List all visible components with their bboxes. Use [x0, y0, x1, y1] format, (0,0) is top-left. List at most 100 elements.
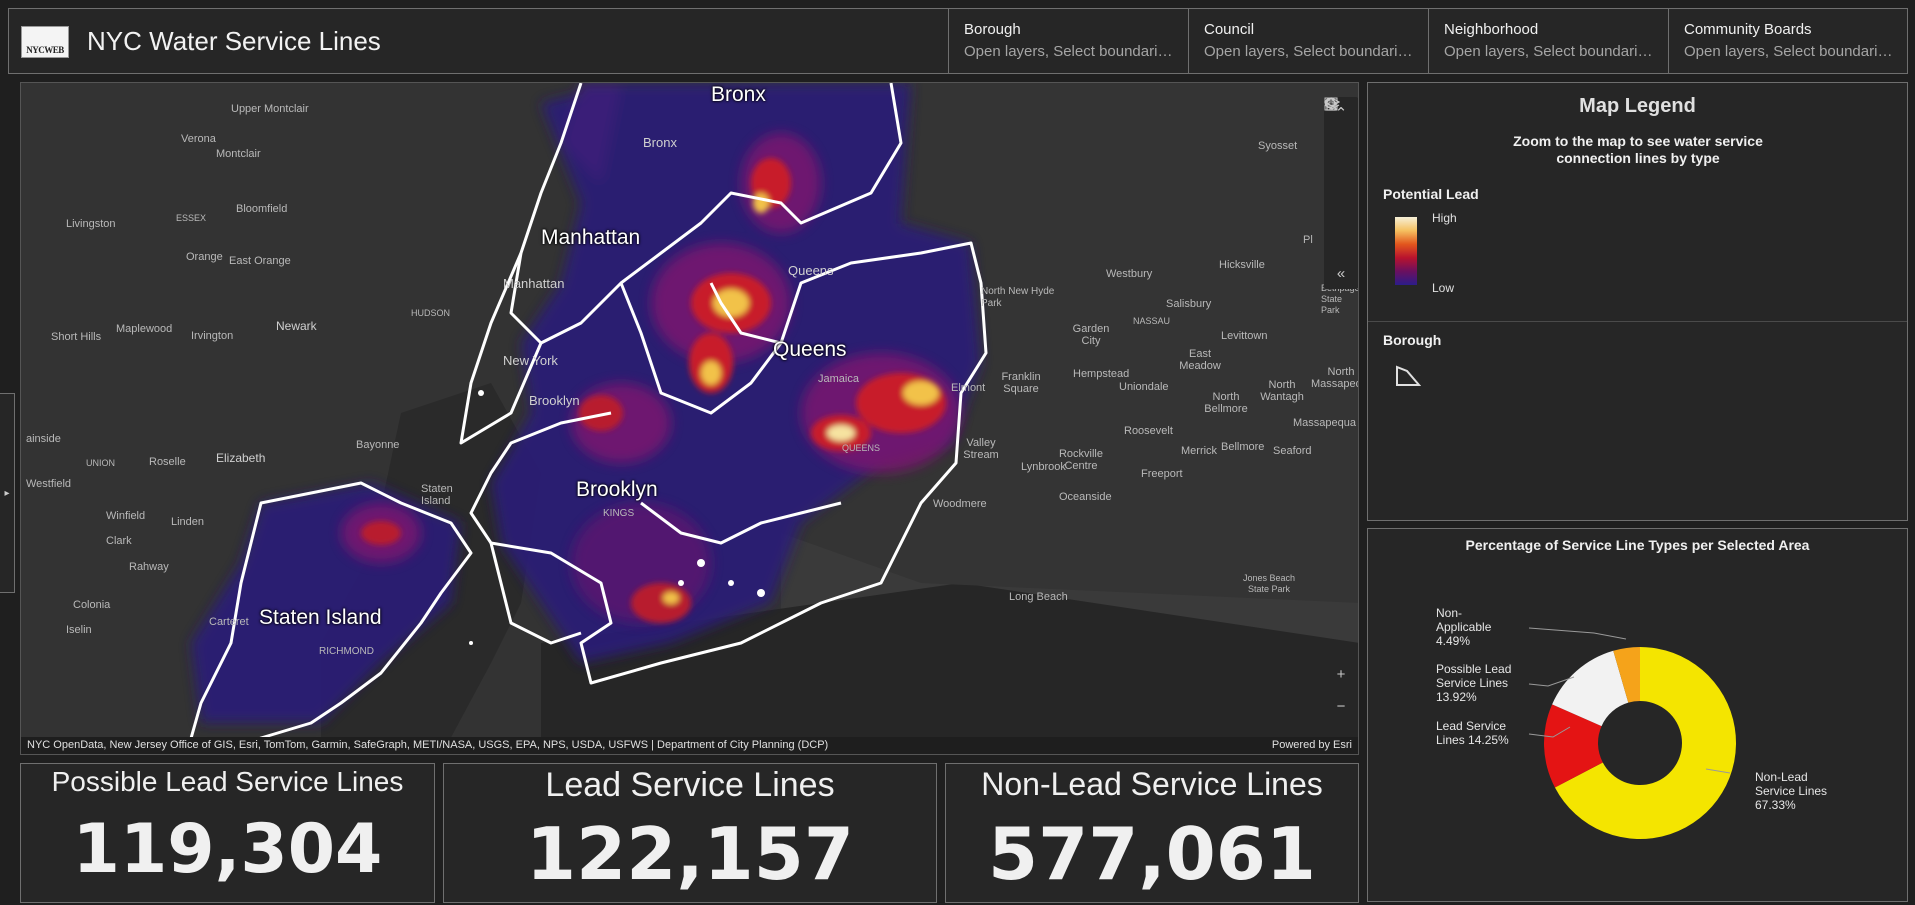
map-view[interactable]: Upper Montclair Verona Montclair Bloomfi… [20, 82, 1359, 755]
zoom-controls: + − [1324, 658, 1358, 722]
layers-button[interactable] [1324, 97, 1358, 225]
possible-lead-stat-card: Possible Lead Service Lines 119,304 [20, 763, 435, 903]
slice-possible-lead[interactable] [1552, 650, 1629, 727]
label-rahway: Rahway [129, 561, 169, 573]
neighborhood-selector-label: Neighborhood [1444, 21, 1539, 38]
pie-label-possible-lead: Possible Lead Service Lines 13.92% [1436, 662, 1512, 704]
label-staten-island-base: Staten Island [421, 483, 453, 507]
label-franklin-square: Franklin Square [1001, 371, 1041, 395]
label-plainfield: ainside [26, 433, 61, 445]
non-lead-stat-label: Non-Lead Service Lines [981, 766, 1323, 802]
label-irvington: Irvington [191, 330, 234, 342]
neighborhood-selector-placeholder: Open layers, Select boundarie… [1444, 43, 1653, 60]
slice-non-applicable[interactable] [1613, 647, 1640, 703]
borough-label-queens: Queens [773, 338, 847, 361]
map-attribution: NYC OpenData, New Jersey Office of GIS, … [21, 737, 1358, 754]
label-hudson: HUDSON [411, 308, 451, 318]
possible-lead-stat-value: 119,304 [72, 810, 383, 889]
home-button[interactable] [1324, 97, 1358, 193]
label-colonia: Colonia [73, 599, 111, 611]
label-roselle: Roselle [149, 456, 186, 468]
label-newark: Newark [276, 319, 317, 333]
label-linden: Linden [171, 516, 205, 528]
council-selector-label: Council [1204, 21, 1255, 38]
label-pl: Pl [1303, 234, 1313, 246]
borough-selector[interactable]: Borough Open layers, Select boundarie… [948, 9, 1188, 73]
council-selector-placeholder: Open layers, Select boundarie… [1204, 43, 1413, 60]
app-title: NYC Water Service Lines [87, 26, 381, 56]
label-north-wantagh: North Wantagh [1260, 379, 1304, 403]
label-rockville-centre: Rockville Centre [1058, 448, 1103, 472]
slice-lead[interactable] [1544, 704, 1603, 788]
powered-by-esri[interactable]: Powered by Esri [1271, 739, 1352, 751]
label-queens-county: QUEENS [842, 443, 881, 453]
borough-label-bronx: Bronx [711, 83, 766, 106]
council-selector[interactable]: Council Open layers, Select boundarie… [1188, 9, 1428, 73]
search-button[interactable] [1324, 97, 1358, 161]
chevron-right-icon: ▸ [4, 487, 10, 499]
community-boards-selector[interactable]: Community Boards Open layers, Select bou… [1668, 9, 1908, 73]
label-bronx-base: Bronx [643, 135, 677, 150]
collapse-up-button[interactable]: ⌃ [1324, 97, 1358, 129]
attribution-text: NYC OpenData, New Jersey Office of GIS, … [27, 739, 829, 751]
side-panel-toggle[interactable]: ▸ [0, 393, 15, 593]
label-roosevelt: Roosevelt [1124, 425, 1173, 437]
community-boards-selector-placeholder: Open layers, Select boundarie… [1684, 43, 1893, 60]
heat-color-ramp [1395, 217, 1417, 285]
non-lead-stat-value: 577,061 [988, 812, 1316, 896]
label-bayonne: Bayonne [356, 439, 400, 451]
legend-note: Zoom to the map to see water service con… [1513, 133, 1763, 166]
label-seaford: Seaford [1273, 445, 1312, 457]
legend-title: Map Legend [1579, 95, 1696, 117]
label-orange: Orange [186, 251, 223, 263]
label-jamaica: Jamaica [818, 373, 859, 385]
basemap-gallery-button[interactable] [1324, 97, 1358, 257]
label-winfield: Winfield [106, 510, 146, 522]
borough-label-staten-island: Staten Island [259, 606, 382, 629]
map-canvas [21, 83, 1358, 754]
label-richmond: RICHMOND [319, 646, 374, 657]
donut-chart [1528, 627, 1736, 839]
label-maplewood: Maplewood [116, 323, 173, 335]
label-woodmere: Woodmere [933, 498, 987, 510]
map-toolbar: ⌃ « [1324, 97, 1358, 289]
label-freeport: Freeport [1141, 468, 1183, 480]
label-clark: Clark [106, 535, 132, 547]
label-east-meadow: East Meadow [1179, 348, 1221, 372]
label-manhattan-base: Manhattan [503, 276, 565, 291]
label-syosset: Syosset [1258, 140, 1298, 152]
label-brooklyn-base: Brooklyn [529, 393, 580, 408]
chevron-double-left-icon: « [1336, 264, 1346, 282]
borough-label-brooklyn: Brooklyn [576, 478, 658, 501]
pie-title: Percentage of Service Line Types per Sel… [1465, 537, 1810, 553]
label-jones-beach: Jones Beach State Park [1242, 573, 1296, 594]
label-lynbrook: Lynbrook [1021, 461, 1066, 473]
possible-lead-stat-label: Possible Lead Service Lines [51, 766, 404, 797]
service-line-pie-panel: Percentage of Service Line Types per Sel… [1367, 528, 1908, 902]
zoom-out-button[interactable]: − [1336, 697, 1346, 715]
legend-potential-lead-heading: Potential Lead [1383, 186, 1479, 202]
pie-label-non-applicable: Non- Applicable 4.49% [1436, 606, 1492, 648]
label-massapequa: Massapequa [1293, 417, 1356, 429]
borough-selector-placeholder: Open layers, Select boundarie… [964, 43, 1173, 60]
collapse-toolbar-button[interactable]: « [1324, 257, 1358, 289]
label-westbury: Westbury [1106, 268, 1153, 280]
community-boards-selector-label: Community Boards [1684, 21, 1812, 38]
label-east-orange: East Orange [229, 255, 291, 267]
label-verona: Verona [181, 133, 216, 145]
label-levittown: Levittown [1221, 330, 1268, 342]
slice-non-lead[interactable] [1554, 647, 1736, 839]
label-north-new-hyde-park: North New Hyde Park [981, 286, 1055, 309]
zoom-in-button[interactable]: + [1336, 665, 1346, 683]
lead-stat-card: Lead Service Lines 122,157 [443, 763, 937, 903]
label-elmont: Elmont [951, 382, 986, 394]
label-queens-base: Queens [788, 263, 834, 278]
lead-stat-label: Lead Service Lines [545, 766, 835, 804]
grid-icon [1324, 97, 1338, 111]
label-livingston: Livingston [66, 218, 116, 230]
lead-stat-value: 122,157 [526, 812, 854, 896]
label-north-bellmore: North Bellmore [1204, 391, 1248, 415]
neighborhood-selector[interactable]: Neighborhood Open layers, Select boundar… [1428, 9, 1668, 73]
pie-label-non-lead: Non-Lead Service Lines 67.33% [1755, 770, 1828, 812]
label-bloomfield: Bloomfield [236, 203, 288, 215]
